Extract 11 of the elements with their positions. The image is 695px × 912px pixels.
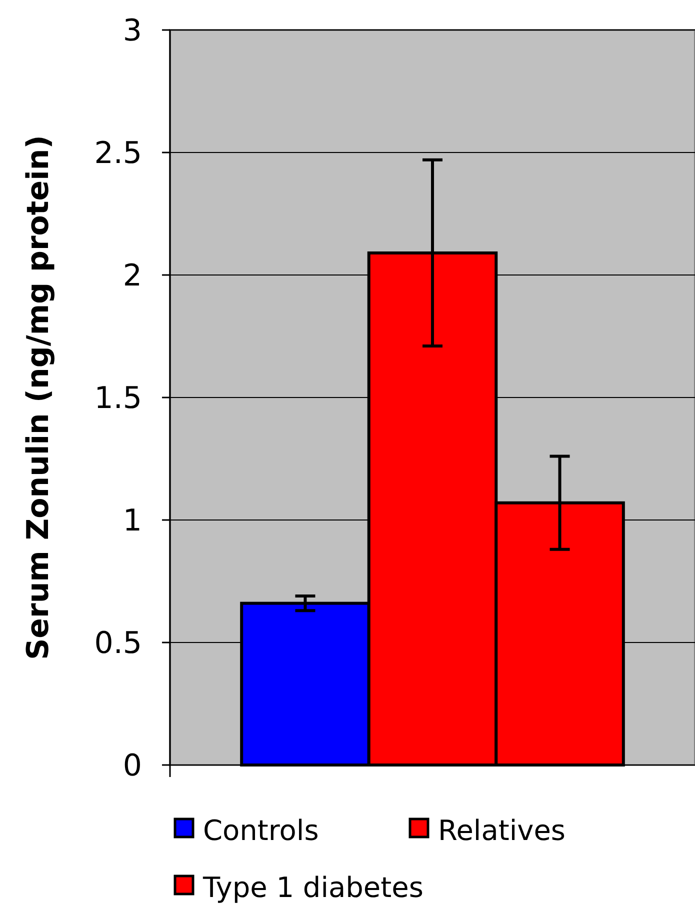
legend-label: Type 1 diabetes [202, 870, 424, 904]
y-tick-label: 1 [122, 504, 142, 538]
y-tick-label: 2 [122, 258, 142, 294]
y-tick-label: 3 [122, 14, 142, 48]
legend-label: Relatives [438, 814, 566, 847]
y-tick-label: 1.5 [94, 381, 142, 416]
y-tick-label: 0 [122, 748, 142, 784]
legend-label: Controls [203, 814, 319, 847]
y-tick-label: 2.5 [94, 136, 142, 171]
y-axis-title: Serum Zonulin (ng/mg protein) [21, 135, 56, 660]
y-tick-label: 0.5 [94, 626, 142, 661]
